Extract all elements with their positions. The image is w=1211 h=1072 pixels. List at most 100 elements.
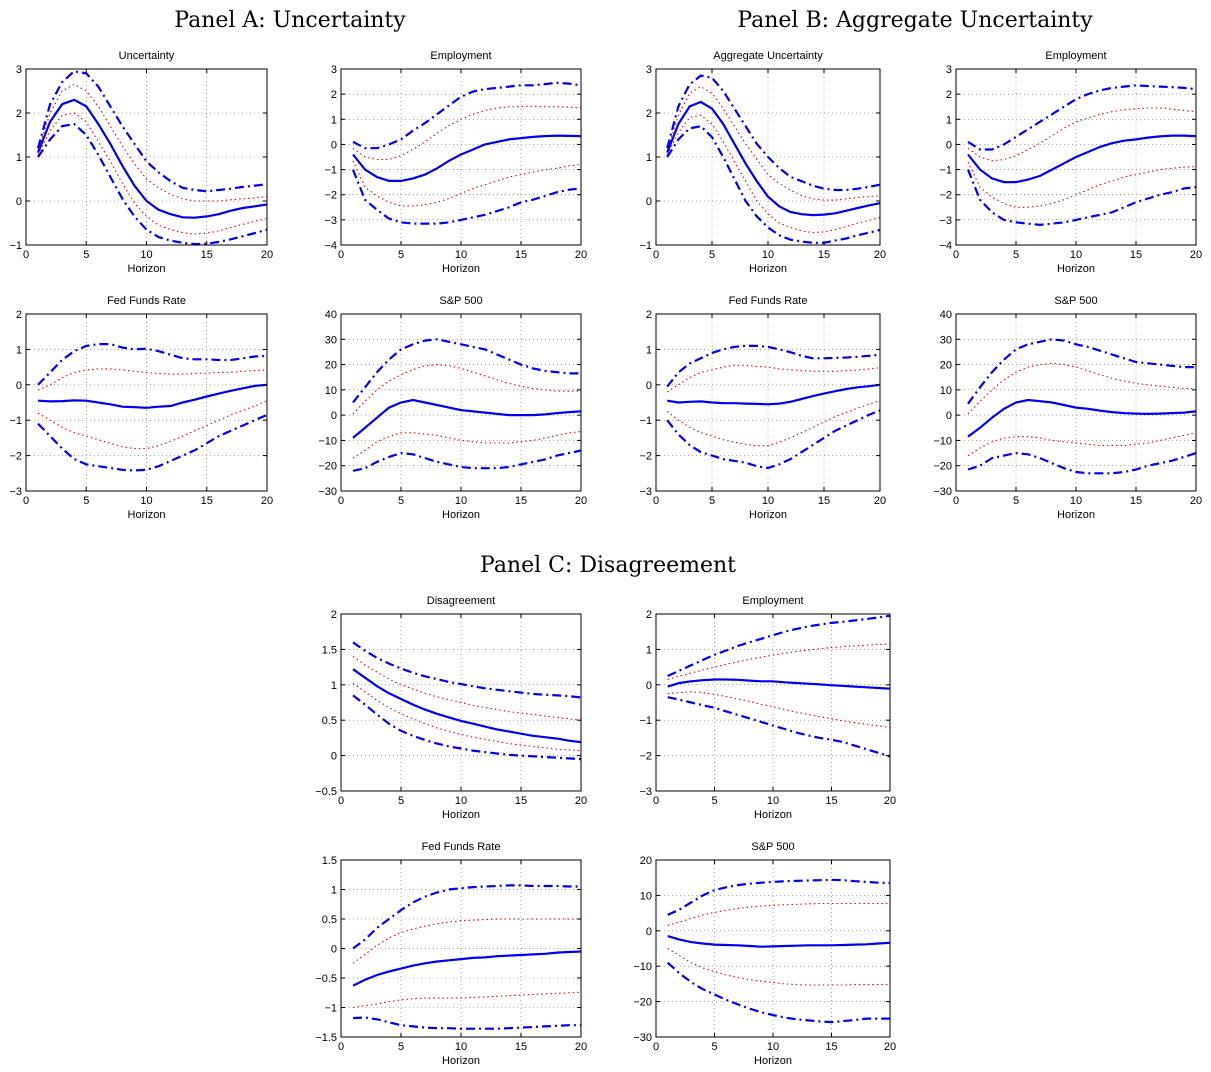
y-tick-label: −1 (639, 240, 652, 252)
x-tick-label: 15 (515, 1041, 527, 1053)
y-tick-label: 0 (16, 380, 22, 392)
series-inner-upper-line (352, 105, 582, 161)
series-inner-lower-line (667, 948, 890, 986)
x-tick-label: 0 (23, 495, 29, 507)
y-tick-label: 0 (946, 139, 952, 151)
subplot-title: Fed Funds Rate (422, 841, 501, 853)
y-tick-label: 1 (331, 680, 337, 692)
series-inner-upper-line (37, 368, 268, 391)
y-tick-label: −2 (939, 190, 952, 202)
y-tick-label: 20 (640, 855, 652, 867)
x-tick-label: 10 (455, 249, 467, 261)
y-tick-label: 2 (331, 609, 337, 621)
series-inner-upper-line (352, 364, 581, 415)
y-tick-label: −1 (9, 415, 22, 427)
series-outer-lower-line (37, 122, 268, 246)
y-tick-label: 2 (16, 108, 22, 120)
series-outer-upper-line (666, 344, 881, 388)
y-tick-label: −1.5 (315, 1032, 337, 1044)
x-tick-label: 0 (338, 795, 344, 807)
series-outer-upper-line (666, 74, 881, 192)
series-inner-upper-line (967, 362, 1196, 415)
subplot-title: S&P 500 (1054, 295, 1097, 307)
x-axis-label: Horizon (128, 263, 166, 275)
series-outer-lower-line (667, 696, 891, 758)
x-tick-label: 0 (953, 495, 959, 507)
subplot-5: 0 5 10 15 20 −30 −20 −10 0 10 20 30 40 S&P 500 Horizon (318, 295, 587, 521)
series-outer-lower-line (351, 169, 582, 225)
x-tick-label: 5 (398, 1041, 404, 1053)
y-tick-label: 0 (331, 751, 337, 763)
y-tick-label: −0.5 (315, 786, 337, 798)
subplot-1: 0 5 10 15 20 −4 −3 −2 −1 0 1 2 3 Employment Horizon (324, 50, 587, 275)
series-outer-upper-line (967, 338, 1196, 405)
x-axis-label: Horizon (442, 263, 480, 275)
x-tick-label: 0 (653, 495, 659, 507)
y-tick-label: 2 (331, 89, 337, 101)
y-tick-label: 0 (646, 926, 652, 938)
y-tick-label: 2 (646, 609, 652, 621)
subplot-title: Fed Funds Rate (729, 295, 808, 307)
subplot-4: 0 5 10 15 20 −3 −2 −1 0 1 2 Fed Funds Rate Horizon (9, 295, 273, 521)
x-tick-label: 20 (575, 495, 587, 507)
x-axis-label: Horizon (754, 809, 792, 821)
x-axis-label: Horizon (442, 1055, 480, 1067)
y-tick-label: 1 (646, 152, 652, 164)
y-tick-label: −2 (9, 451, 22, 463)
y-tick-label: 1.5 (322, 644, 337, 656)
subplot-title: Employment (430, 50, 491, 62)
x-axis-label: Horizon (442, 509, 480, 521)
y-tick-label: 1 (331, 114, 337, 126)
y-tick-label: 0.5 (322, 715, 337, 727)
y-tick-label: 3 (331, 64, 337, 76)
y-tick-label: 1 (646, 644, 652, 656)
x-tick-label: 20 (874, 249, 886, 261)
subplot-title: Fed Funds Rate (107, 295, 186, 307)
y-tick-label: −1 (9, 240, 22, 252)
x-tick-label: 20 (874, 495, 886, 507)
y-tick-label: 2 (646, 108, 652, 120)
x-tick-label: 5 (709, 495, 715, 507)
series-outer-upper-line (667, 614, 891, 677)
subplot-9: 0 5 10 15 20 −3 −2 −1 0 1 2 Employment Horizon (639, 595, 896, 821)
x-axis-label: Horizon (1057, 263, 1095, 275)
y-tick-label: 0 (16, 196, 22, 208)
series-mean-line (666, 100, 881, 217)
y-tick-label: −4 (324, 240, 337, 252)
series-outer-upper-line (352, 338, 581, 404)
x-tick-label: 5 (709, 249, 715, 261)
series-outer-lower-line (352, 694, 582, 761)
y-tick-label: 3 (646, 64, 652, 76)
series-inner-lower-line (352, 160, 582, 207)
x-tick-label: 15 (515, 495, 527, 507)
x-tick-label: 15 (1130, 495, 1142, 507)
x-tick-label: 20 (575, 249, 587, 261)
series-mean-line (967, 398, 1197, 438)
x-tick-label: 10 (1070, 495, 1082, 507)
series-mean-line (36, 98, 268, 219)
y-tick-label: −10 (633, 961, 652, 973)
x-tick-label: 0 (338, 495, 344, 507)
x-tick-label: 15 (825, 1041, 837, 1053)
y-tick-label: −20 (933, 461, 952, 473)
y-tick-label: −1 (324, 165, 337, 177)
series-inner-lower-line (37, 112, 268, 235)
x-tick-label: 0 (653, 249, 659, 261)
x-tick-label: 15 (201, 249, 213, 261)
series-outer-upper-line (352, 81, 582, 150)
series-inner-lower-line (352, 991, 582, 1009)
x-tick-label: 20 (884, 795, 896, 807)
y-tick-label: 2 (946, 89, 952, 101)
y-tick-label: −3 (9, 486, 22, 498)
x-tick-label: 20 (1190, 249, 1202, 261)
series-inner-lower-line (666, 114, 881, 234)
series-mean-line (352, 134, 582, 182)
x-tick-label: 20 (261, 495, 273, 507)
y-tick-label: 1 (16, 152, 22, 164)
y-tick-label: −2 (324, 190, 337, 202)
series-outer-upper-line (37, 343, 268, 386)
subplot-title: S&P 500 (439, 295, 482, 307)
x-tick-label: 5 (1013, 495, 1019, 507)
